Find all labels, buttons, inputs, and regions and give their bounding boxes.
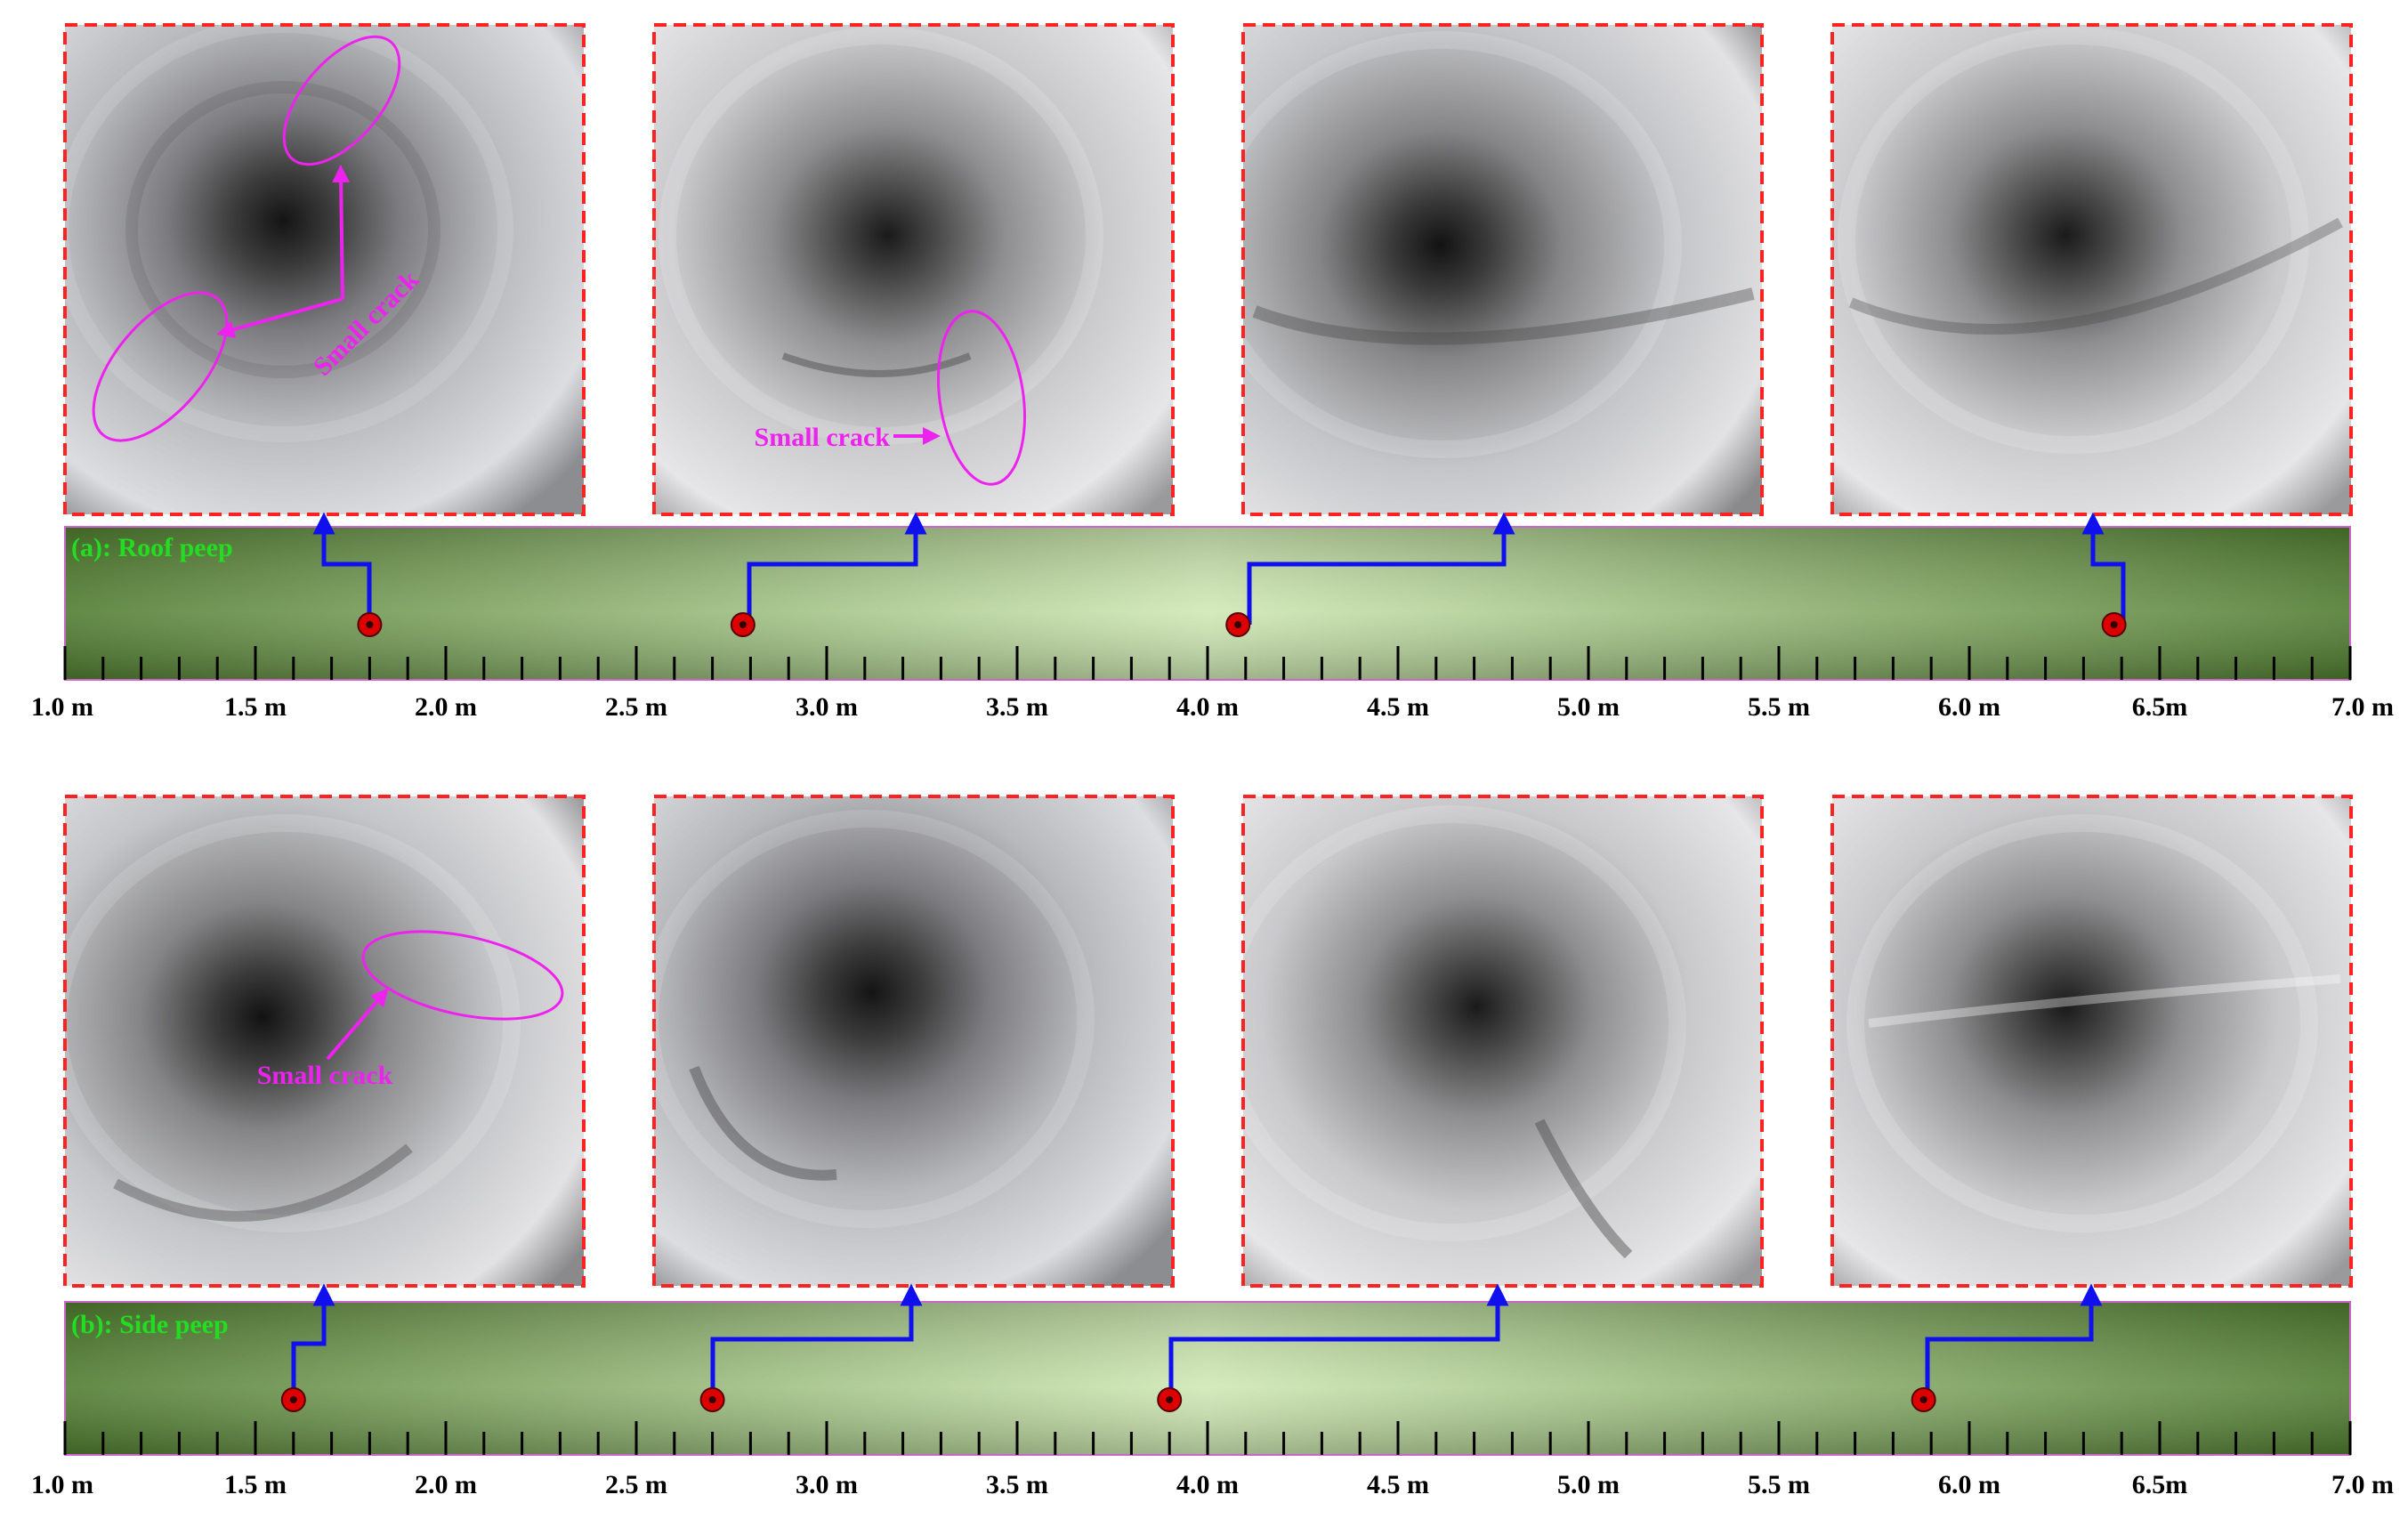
borehole-bar-a [63, 526, 2352, 681]
position-marker-dot [289, 1396, 297, 1403]
axis-tick-label: 7.0 m [2331, 1470, 2394, 1499]
panel-label-a: (a): Roof peep [71, 533, 233, 562]
position-marker-dot [2110, 621, 2118, 628]
axis-tick-label: 6.5m [2132, 1470, 2188, 1499]
panel-a: Small crack Small crack (a): Roof peep [31, 17, 2394, 722]
axis-tick-label: 4.5 m [1367, 1470, 1429, 1499]
axis-tick-label: 6.0 m [1938, 692, 2000, 722]
crack-label-a2: Small crack [755, 423, 891, 452]
panel-b: Small crack (b): Side peep 1.0 m 1.5 m 2.0… [31, 795, 2394, 1499]
position-marker-dot [739, 621, 747, 628]
axis-tick-label: 6.5m [2132, 692, 2188, 722]
panel-label-b: (b): Side peep [71, 1310, 229, 1339]
connector-a1 [312, 512, 372, 625]
crack-annotation-a2: Small crack [755, 310, 1026, 486]
borehole-bar-b [63, 1301, 2352, 1456]
axis-tick-label: 6.0 m [1938, 1470, 2000, 1499]
axis-tick-label: 4.5 m [1367, 692, 1429, 722]
borehole-image-a2 [652, 23, 1175, 516]
axis-tick-label: 3.0 m [796, 1470, 858, 1499]
axis-tick-label: 3.0 m [796, 692, 858, 722]
borehole-image-b4 [1830, 795, 2353, 1288]
axis-tick-label: 3.5 m [986, 692, 1048, 722]
position-marker-dot [1919, 1396, 1927, 1403]
borehole-image-b2 [641, 795, 1175, 1288]
position-marker-dot [366, 621, 374, 628]
axis-tick-label: 1.5 m [224, 692, 287, 722]
position-marker-dot [1234, 621, 1242, 628]
connector-b3 [1168, 1283, 1509, 1400]
axis-tick-label: 7.0 m [2331, 692, 2394, 722]
axis-tick-label: 1.5 m [224, 1470, 287, 1499]
connector-b1 [291, 1283, 335, 1400]
position-marker-dot [708, 1396, 716, 1403]
borehole-image-b3 [1215, 795, 1764, 1288]
connector-a3 [1247, 512, 1515, 625]
axis-tick-label: 1.0 m [31, 692, 93, 722]
borehole-image-a1 [53, 17, 586, 516]
connector-b2 [710, 1283, 923, 1400]
axis-tick-label: 4.0 m [1176, 692, 1239, 722]
axis-tick-label: 5.5 m [1748, 692, 1810, 722]
axis-tick-label: 3.5 m [986, 1470, 1048, 1499]
connector-b4 [1925, 1283, 2103, 1400]
axis-tick-label: 2.0 m [415, 1470, 477, 1499]
borehole-image-a3 [1201, 23, 1764, 516]
borehole-image-a4 [1830, 23, 2353, 516]
axis-tick-label: 5.5 m [1748, 1470, 1810, 1499]
position-marker-dot [1166, 1396, 1174, 1403]
borehole-image-b1 [49, 795, 586, 1288]
axis-tick-label: 2.5 m [605, 692, 667, 722]
axis-tick-label: 2.0 m [415, 692, 477, 722]
axis-tick-label: 4.0 m [1176, 1470, 1239, 1499]
axis-tick-label: 2.5 m [605, 1470, 667, 1499]
crack-annotation-b1: Small crack [257, 930, 564, 1090]
crack-label-b1: Small crack [257, 1061, 393, 1090]
connector-a2 [747, 512, 927, 625]
axis-tick-label: 1.0 m [31, 1470, 93, 1499]
axis-tick-label: 5.0 m [1557, 1470, 1620, 1499]
axis-tick-label: 5.0 m [1557, 692, 1620, 722]
connector-a4 [2081, 512, 2126, 625]
